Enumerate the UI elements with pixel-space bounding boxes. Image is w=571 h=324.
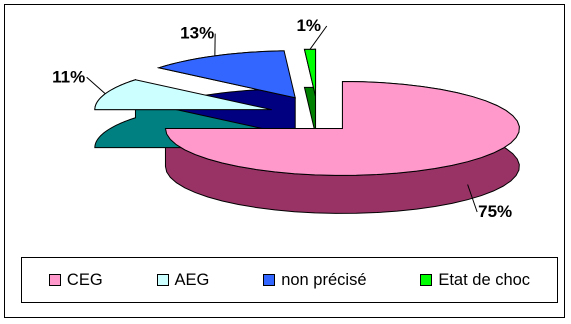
legend-label-aeg: AEG (174, 270, 210, 289)
chart-legend: CEG AEG non précisé Etat de choc (21, 257, 558, 303)
legend-item-ceg: CEG (48, 270, 103, 290)
pie-slice-aeg (94, 79, 272, 111)
legend-swatch-etat-de-choc (420, 274, 433, 286)
pie-chart: 75% 11% 13% 1% (52, 16, 520, 221)
pie-slice-ceg (164, 80, 520, 176)
legend-swatch-ceg (48, 274, 61, 286)
leader-line-etat-de-choc (309, 25, 328, 50)
pie-slice-etat-de-choc (303, 48, 317, 97)
leader-line-ceg (467, 184, 478, 213)
legend-label-ceg: CEG (66, 270, 103, 289)
legend-label-non-precise: non précisé (281, 270, 367, 289)
legend-item-aeg: AEG (156, 270, 210, 290)
legend-item-etat-de-choc: Etat de choc (420, 271, 530, 290)
pie-slice-non-precise (156, 50, 296, 99)
leader-line-aeg (86, 76, 106, 95)
legend-swatch-aeg (156, 274, 169, 286)
data-label-etat-de-choc: 1% (296, 16, 321, 35)
legend-item-non-precise: non précisé (263, 270, 367, 290)
data-label-ceg: 75% (478, 202, 512, 221)
data-label-non-precise: 13% (180, 24, 214, 43)
legend-swatch-non-precise (263, 274, 276, 286)
chart-frame: 75% 11% 13% 1% CEG AEG non précisé Etat de cho… (4, 4, 565, 318)
data-label-aeg: 11% (52, 67, 85, 86)
legend-label-etat-de-choc: Etat de choc (438, 270, 531, 289)
